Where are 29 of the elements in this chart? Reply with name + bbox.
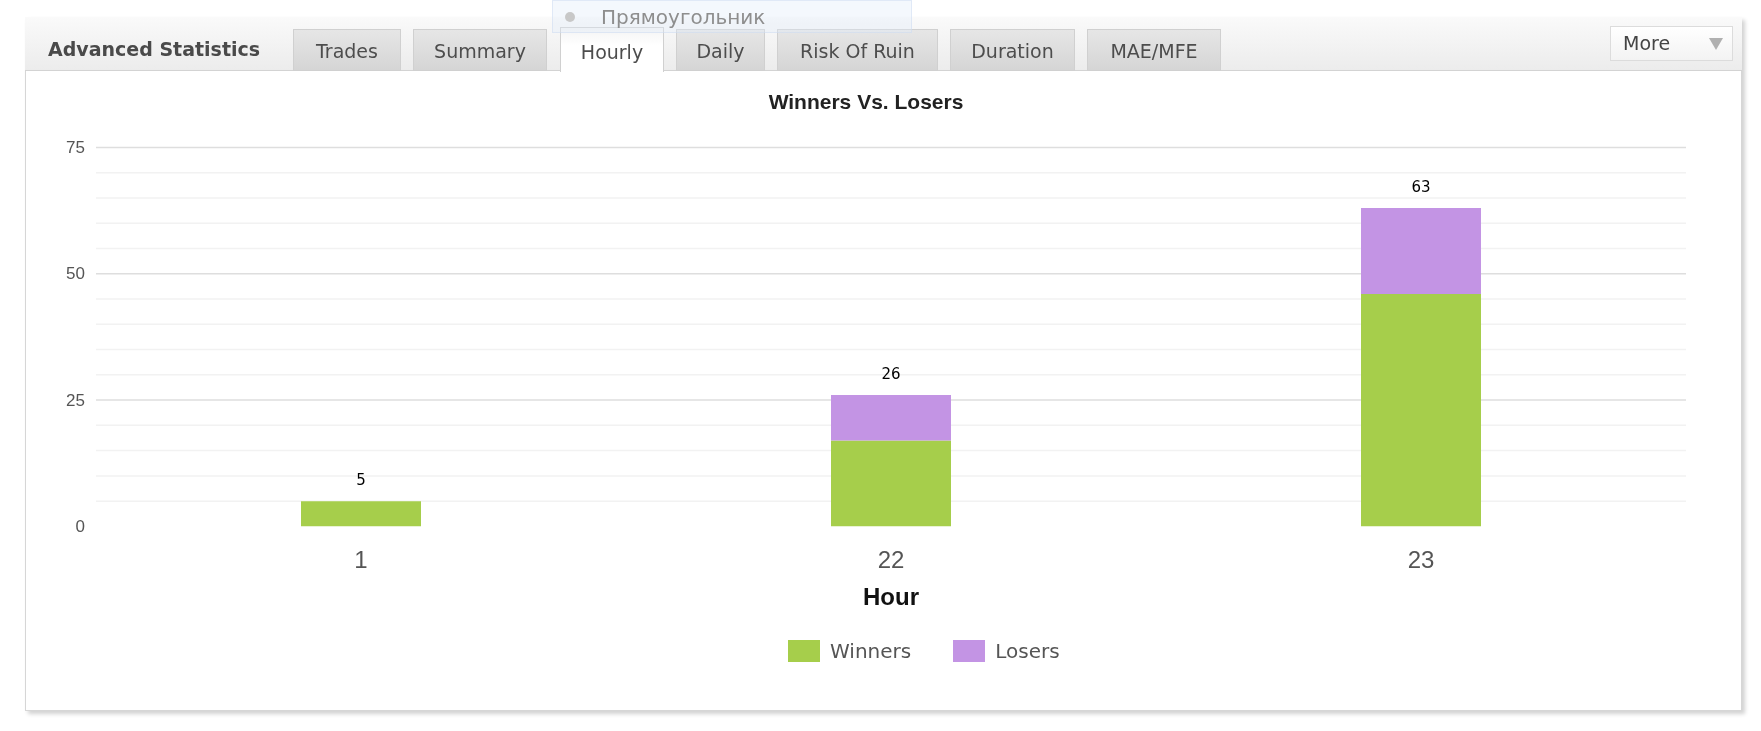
tab: Risk Of Ruin — [777, 29, 938, 71]
total-label: 26 — [881, 365, 901, 384]
total-label: 63 — [1411, 178, 1431, 197]
bar — [831, 395, 951, 441]
y-tick-label: 25 — [66, 390, 85, 410]
y-tick-label: 0 — [75, 516, 85, 536]
legend-label: Winners — [830, 639, 912, 663]
bar — [831, 440, 951, 527]
x-tick-label: 22 — [877, 545, 905, 573]
tab: Daily — [676, 29, 765, 71]
legend-label: Losers — [995, 639, 1060, 663]
x-tick-label: 1 — [354, 545, 368, 573]
total-label: 5 — [356, 471, 366, 490]
tab: MAE/MFE — [1087, 29, 1221, 71]
text: Advanced Statistics — [48, 38, 261, 60]
tab: Summary — [413, 29, 547, 71]
bar — [1361, 294, 1481, 527]
chart-title: Winners Vs. Losers — [768, 90, 964, 113]
text: Прямоугольник — [601, 5, 766, 29]
x-tick-label: 23 — [1407, 545, 1435, 573]
y-tick-label: 75 — [66, 138, 85, 157]
bar — [301, 501, 421, 527]
tab: Duration — [950, 29, 1075, 71]
tab: Hourly — [560, 27, 664, 72]
y-tick-label: 50 — [66, 264, 85, 284]
tab: Trades — [293, 29, 401, 71]
x-axis-title: Hour — [863, 583, 919, 610]
dropdown-button: More — [1610, 26, 1733, 61]
bar — [1361, 208, 1481, 295]
